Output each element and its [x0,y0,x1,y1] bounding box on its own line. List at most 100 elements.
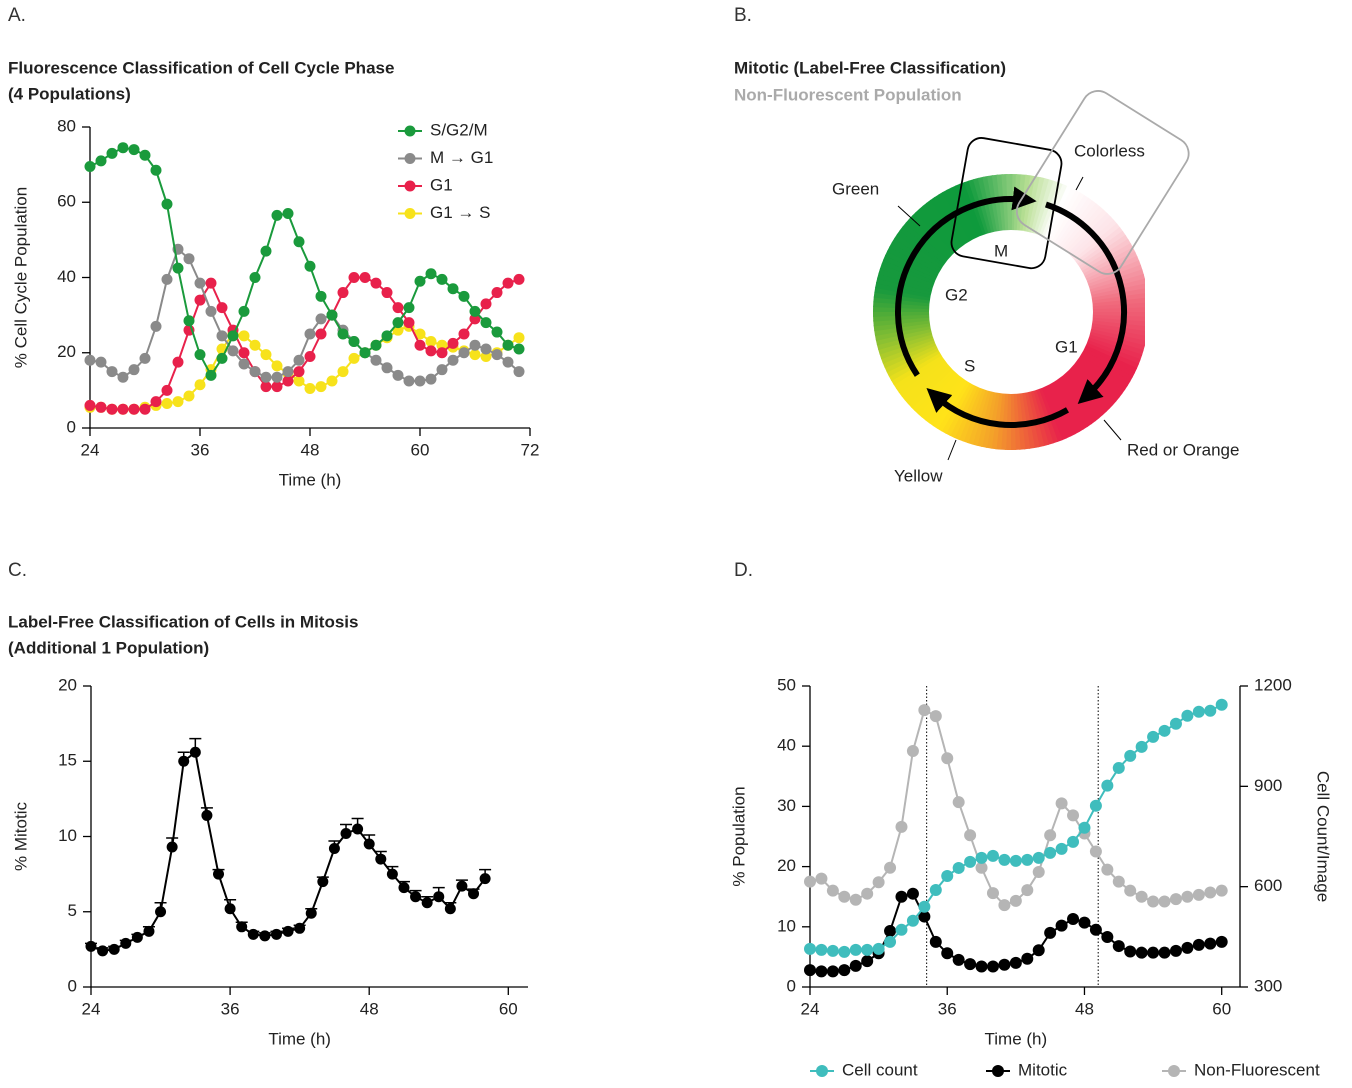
data-point [1067,912,1080,925]
data-point [271,209,283,221]
ring-segment [880,338,937,364]
data-point [815,872,828,885]
ring-segment [1085,336,1143,361]
data-point [1112,875,1125,888]
data-point [1032,851,1045,864]
data-point [838,964,851,977]
ring-segment [882,341,938,369]
ring-segment [1084,255,1140,283]
data-point [1101,863,1114,876]
data-point [282,208,294,220]
y2-axis-label: Cell Count/Image [1314,771,1333,902]
data-point [294,922,306,934]
data-point [491,326,503,338]
chart-title: Fluorescence Classification of Cell Cycl… [8,58,394,77]
ring-segment [1075,230,1127,268]
data-point [348,352,360,364]
ring-segment [1082,344,1138,374]
data-point [370,277,382,289]
data-point [1181,709,1194,722]
ring-segment [883,254,939,283]
data-point [84,354,96,366]
y-tick-label: 40 [57,267,76,286]
data-point [861,943,874,956]
data-point [337,287,349,299]
ring-segment [902,222,951,263]
diagram-subtitle: Non-Fluorescent Population [734,85,962,104]
ring-segment [940,380,974,434]
data-point [513,273,525,285]
ring-segment [886,346,941,377]
data-point [392,317,404,329]
data-point [1101,931,1114,944]
y-tick-label: 20 [777,856,796,875]
data-point [216,352,228,364]
ring-segment [1050,379,1085,433]
ring-segment [899,225,949,265]
ring-segment [1066,212,1112,258]
data-point [293,366,305,378]
y-tick-label: 0 [67,417,76,436]
data-point [425,335,437,347]
legend-marker [404,153,416,164]
ring-segment [1090,307,1145,314]
data-point [1135,740,1148,753]
data-point [293,236,305,248]
y-tick-label: 80 [57,116,76,135]
data-point [1215,698,1228,711]
phase-label: Red or Orange [1127,440,1239,459]
data-point [161,384,173,396]
data-point [150,320,162,332]
ring-segment [1040,184,1069,240]
data-point [1078,821,1091,834]
y-axis-label: % Population [729,786,748,886]
ring-segment [963,180,988,237]
x-tick-label: 60 [1212,999,1231,1018]
ring-segment [915,208,959,255]
data-point [381,330,393,342]
ring-segment [1072,223,1121,264]
data-point [270,928,282,940]
data-point [304,260,316,272]
series-line [90,325,520,411]
data-point [1089,923,1102,936]
data-point [1124,945,1137,958]
ring-segment [1087,273,1145,294]
data-point [172,396,184,408]
data-point [815,943,828,956]
ring-segment [1046,187,1078,242]
data-point [315,381,327,393]
data-point [106,403,118,415]
data-point [1181,941,1194,954]
ring-segment [879,263,937,288]
data-point [941,947,954,960]
data-point [804,964,816,977]
data-point [918,910,931,923]
data-point [326,375,338,387]
data-point [1044,846,1057,859]
data-point [447,283,459,295]
data-point [106,366,118,378]
phase-label: M [994,241,1008,260]
data-point [1032,866,1045,879]
data-point [1009,956,1022,969]
ring-segment [954,183,982,239]
ring-segment [904,362,952,405]
ring-segment [907,364,954,408]
data-point [1021,884,1034,897]
data-point [469,305,481,317]
series-line [809,703,1223,953]
data-point [1021,853,1034,866]
data-point [359,347,371,359]
chart-title: (4 Populations) [8,84,131,103]
data-point [513,366,525,378]
y-tick-label: 30 [777,796,796,815]
legend-label: Mitotic [1018,1060,1068,1079]
data-point [249,366,261,378]
data-point [224,903,236,915]
data-point [414,275,426,287]
data-point [370,339,382,351]
data-point [502,339,514,351]
ring-segment [877,333,935,355]
data-point [150,164,162,176]
